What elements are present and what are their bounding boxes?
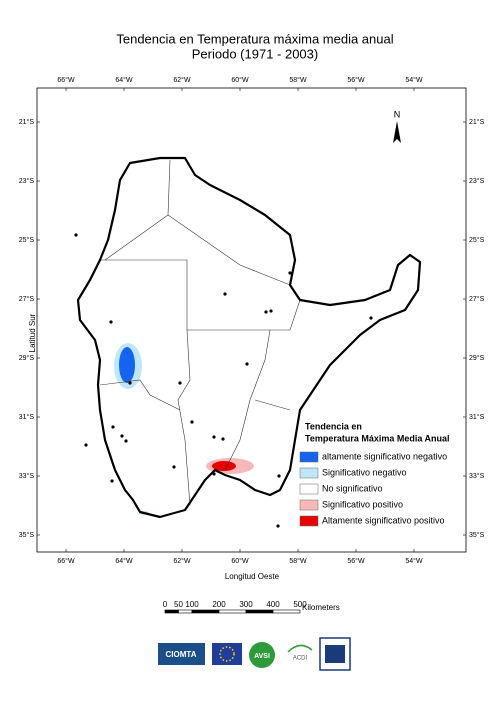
title: Tendencia en Temperatura máxima media an… [116, 31, 393, 46]
scale-label: 100 [185, 600, 199, 609]
scale-segment [245, 609, 274, 614]
scale-unit: Kilometers [302, 603, 340, 612]
legend-swatch [299, 483, 319, 495]
lon-label: 56°W [347, 557, 365, 565]
subtitle: Periodo (1971 - 2003) [192, 46, 318, 61]
lon-label: 54°W [405, 557, 423, 565]
trend-area [119, 347, 135, 383]
lat-label: 35°S [469, 531, 485, 539]
lat-label: 29°S [469, 354, 485, 362]
lon-label: 62°W [173, 76, 191, 84]
legend-swatch [299, 467, 319, 479]
legend-swatch [299, 451, 319, 463]
scale-segment [191, 609, 220, 614]
legend-swatch [299, 499, 319, 511]
trend-area [212, 461, 236, 471]
logo-mark [287, 644, 313, 653]
logo [325, 645, 345, 663]
lat-label: 31°S [19, 413, 35, 421]
legend-title: Temperatura Máxima Media Anual [305, 433, 450, 443]
north-arrow [393, 121, 401, 143]
lat-label: 23°S [469, 177, 485, 185]
map-frame [36, 87, 467, 553]
lat-label: 33°S [469, 472, 485, 480]
logo-text: ACDI [293, 656, 308, 662]
lat-label: 33°S [19, 472, 35, 480]
scale-segment [178, 609, 193, 614]
logo-eu [212, 643, 242, 665]
lat-label: 27°S [469, 295, 485, 303]
lon-label: 58°W [289, 557, 307, 565]
lat-label: 27°S [19, 295, 35, 303]
lon-label: 64°W [115, 557, 133, 565]
scale-label: 0 [163, 600, 168, 609]
legend-title: Tendencia en [305, 421, 362, 431]
logo-text: AVSI [254, 653, 270, 660]
legend-swatch [299, 515, 319, 527]
legend-label: Significativo positivo [322, 499, 403, 509]
region-outline [76, 156, 422, 519]
lat-label: 35°S [19, 531, 35, 539]
lon-label: 64°W [115, 76, 133, 84]
x-axis-label: Longitud Oeste [225, 572, 280, 581]
lat-label: 23°S [19, 177, 35, 185]
stations [74, 233, 373, 528]
legend-label: Altamente significativo positivo [322, 515, 445, 525]
lon-label: 66°W [57, 557, 75, 565]
north-label: N [394, 109, 401, 119]
logo [158, 643, 205, 665]
logo-eu-stars [219, 646, 235, 662]
lon-label: 60°W [231, 557, 249, 565]
lat-label: 21°S [19, 118, 35, 126]
scale-label: 500 [293, 600, 307, 609]
lon-label: 54°W [405, 76, 423, 84]
legend-label: Significativo negativo [322, 467, 407, 477]
lon-label: 56°W [347, 76, 365, 84]
lon-label: 62°W [173, 557, 191, 565]
scale-segment [272, 609, 301, 614]
scale-segment [218, 609, 247, 614]
lat-label: 25°S [19, 236, 35, 244]
scale-label: 400 [266, 600, 280, 609]
logo [249, 642, 275, 668]
scale-label: 200 [212, 600, 226, 609]
lon-label: 66°W [57, 76, 75, 84]
logo-text: CIOMTA [166, 650, 197, 659]
lon-label: 58°W [289, 76, 307, 84]
lat-label: 21°S [469, 118, 485, 126]
legend-label: altamente significativo negativo [322, 451, 447, 461]
scale-label: 50 [174, 600, 183, 609]
boundaries [99, 159, 301, 506]
scale-label: 300 [239, 600, 253, 609]
legend-label: No significativo [322, 483, 383, 493]
scale-segment [164, 609, 179, 614]
y-axis-label: Latitud Sur [28, 313, 37, 352]
lon-label: 60°W [231, 76, 249, 84]
lat-label: 25°S [469, 236, 485, 244]
lat-label: 29°S [19, 354, 35, 362]
lat-label: 31°S [469, 413, 485, 421]
